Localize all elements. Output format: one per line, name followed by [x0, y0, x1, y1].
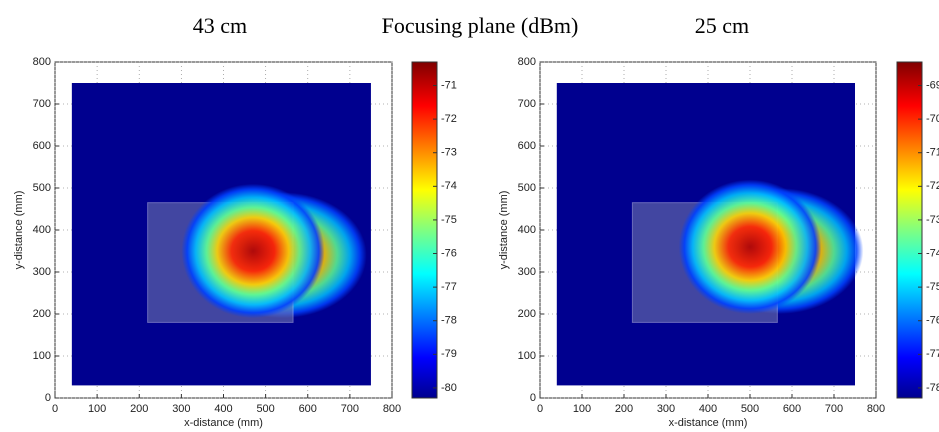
x-tick-label: 100	[573, 403, 591, 415]
x-tick-label: 700	[341, 403, 359, 415]
x-tick-label: 100	[88, 403, 106, 415]
colorbar-tick-label: -70	[926, 113, 939, 125]
y-tick-label: 800	[518, 56, 536, 68]
colorbar	[896, 61, 923, 399]
y-tick-label: 100	[518, 350, 536, 362]
y-tick-label: 0	[45, 392, 51, 404]
x-tick-label: 0	[537, 403, 543, 415]
x-tick-label: 700	[825, 403, 843, 415]
panel-title: 43 cm	[193, 13, 247, 38]
colorbar-tick-label: -76	[441, 247, 457, 259]
x-tick-label: 600	[783, 403, 801, 415]
y-tick-label: 800	[33, 56, 51, 68]
x-tick-label: 300	[172, 403, 190, 415]
colorbar-tick-label: -75	[441, 214, 457, 226]
colorbar-tick-label: -79	[441, 348, 457, 360]
y-axis-label: y-distance (mm)	[498, 191, 510, 270]
colorbar-tick-label: -77	[926, 348, 939, 360]
y-tick-label: 300	[33, 266, 51, 278]
y-tick-label: 400	[33, 224, 51, 236]
colorbar-tick-label: -72	[926, 180, 939, 192]
x-tick-label: 500	[256, 403, 274, 415]
colorbar-tick-label: -77	[441, 281, 457, 293]
x-tick-label: 300	[657, 403, 675, 415]
y-tick-label: 200	[518, 308, 536, 320]
y-tick-label: 400	[518, 224, 536, 236]
y-tick-label: 200	[33, 308, 51, 320]
y-tick-label: 700	[33, 98, 51, 110]
y-tick-label: 0	[530, 392, 536, 404]
x-tick-label: 200	[130, 403, 148, 415]
colorbar-tick-label: -72	[441, 113, 457, 125]
x-axis-label: x-distance (mm)	[669, 417, 748, 429]
x-tick-label: 0	[52, 403, 58, 415]
colorbar-tick-label: -73	[926, 214, 939, 226]
hotspot	[678, 179, 822, 314]
y-axis-label: y-distance (mm)	[13, 191, 25, 270]
colorbar	[411, 61, 438, 399]
x-tick-label: 800	[383, 403, 401, 415]
colorbar-tick-label: -74	[926, 247, 939, 259]
colorbar-tick-label: -78	[441, 315, 457, 327]
x-tick-label: 600	[299, 403, 317, 415]
colorbar-tick-label: -71	[441, 79, 457, 91]
colorbar-tick-label: -74	[441, 180, 457, 192]
figure-title: Focusing plane (dBm)	[382, 13, 579, 38]
colorbar-tick-label: -71	[926, 147, 939, 159]
colorbar-tick-label: -73	[441, 147, 457, 159]
panel-title: 25 cm	[695, 13, 749, 38]
x-tick-label: 400	[699, 403, 717, 415]
y-tick-label: 700	[518, 98, 536, 110]
y-tick-label: 100	[33, 350, 51, 362]
colorbar-tick-label: -75	[926, 281, 939, 293]
colorbar-tick-label: -76	[926, 315, 939, 327]
colorbar-tick-label: -69	[926, 79, 939, 91]
y-tick-label: 300	[518, 266, 536, 278]
colorbar-tick-label: -80	[441, 382, 457, 394]
x-tick-label: 500	[741, 403, 759, 415]
y-tick-label: 500	[518, 182, 536, 194]
colorbar-tick-label: -78	[926, 382, 939, 394]
y-tick-label: 600	[33, 140, 51, 152]
y-tick-label: 600	[518, 140, 536, 152]
x-tick-label: 400	[214, 403, 232, 415]
x-tick-label: 200	[615, 403, 633, 415]
y-tick-label: 500	[33, 182, 51, 194]
x-tick-label: 800	[867, 403, 885, 415]
hotspot	[181, 183, 325, 319]
x-axis-label: x-distance (mm)	[184, 417, 263, 429]
